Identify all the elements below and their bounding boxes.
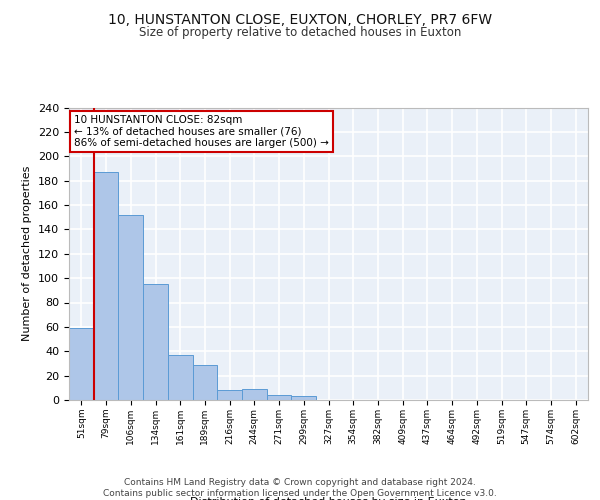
Text: 10 HUNSTANTON CLOSE: 82sqm
← 13% of detached houses are smaller (76)
86% of semi: 10 HUNSTANTON CLOSE: 82sqm ← 13% of deta… — [74, 115, 329, 148]
Y-axis label: Number of detached properties: Number of detached properties — [22, 166, 32, 342]
Bar — [69, 328, 94, 400]
Bar — [168, 355, 193, 400]
Bar — [217, 390, 242, 400]
Bar — [94, 172, 118, 400]
Bar — [292, 396, 316, 400]
Bar — [118, 215, 143, 400]
Text: 10, HUNSTANTON CLOSE, EUXTON, CHORLEY, PR7 6FW: 10, HUNSTANTON CLOSE, EUXTON, CHORLEY, P… — [108, 12, 492, 26]
Bar — [193, 364, 217, 400]
Text: Size of property relative to detached houses in Euxton: Size of property relative to detached ho… — [139, 26, 461, 39]
Bar — [267, 395, 292, 400]
Bar — [242, 389, 267, 400]
Text: Contains HM Land Registry data © Crown copyright and database right 2024.
Contai: Contains HM Land Registry data © Crown c… — [103, 478, 497, 498]
Bar — [143, 284, 168, 400]
X-axis label: Distribution of detached houses by size in Euxton: Distribution of detached houses by size … — [190, 497, 467, 500]
